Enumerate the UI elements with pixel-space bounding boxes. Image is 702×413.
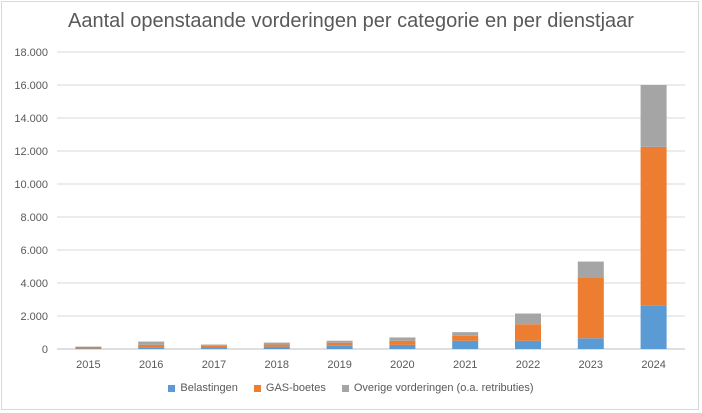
- bar-segment: [263, 344, 290, 347]
- y-tick-label: 2.000: [20, 311, 48, 323]
- legend-item: GAS-boetes: [253, 382, 326, 394]
- bar-segment: [577, 261, 604, 278]
- x-tick-label: 2019: [327, 359, 351, 371]
- bar-segment: [389, 344, 416, 349]
- x-tick-label: 2021: [453, 359, 477, 371]
- x-tick-label: 2024: [641, 359, 665, 371]
- bar-segment: [326, 340, 353, 343]
- legend-swatch: [253, 384, 261, 392]
- bar-segment: [389, 337, 416, 341]
- bar-segment: [640, 85, 667, 147]
- x-tick-label: 2018: [265, 359, 289, 371]
- bar-segment: [640, 305, 667, 349]
- x-tick-label: 2020: [390, 359, 414, 371]
- y-tick-label: 14.000: [14, 113, 48, 125]
- bar-segment: [452, 340, 479, 349]
- bar-segment: [515, 313, 541, 325]
- y-tick-label: 4.000: [20, 278, 48, 290]
- bar-segment: [263, 346, 290, 349]
- bar-segment: [515, 324, 541, 341]
- y-tick-label: 16.000: [14, 80, 48, 92]
- bar-segment: [263, 342, 290, 345]
- bar-segment: [515, 340, 541, 349]
- bar-segment: [75, 346, 102, 349]
- bar-segment: [452, 335, 479, 341]
- bar-segment: [138, 341, 165, 345]
- bar-segment: [577, 338, 604, 349]
- y-tick-label: 10.000: [14, 179, 48, 191]
- y-tick-label: 0: [42, 344, 48, 356]
- bar-segment: [201, 345, 227, 349]
- bar-segment: [326, 345, 353, 349]
- legend-item: Belastingen: [168, 382, 238, 394]
- chart-legend: Belastingen GAS-boetes Overige vorderingen…: [0, 382, 702, 394]
- bar-segment: [201, 344, 227, 346]
- legend-swatch: [341, 384, 349, 392]
- y-tick-label: 6.000: [20, 245, 48, 257]
- bar-segment: [326, 342, 353, 346]
- legend-label: Overige vorderingen (o.a. retributies): [353, 382, 534, 394]
- bar-segment: [640, 146, 667, 306]
- bar-segment: [389, 340, 416, 345]
- chart-title: Aantal openstaande vorderingen per categ…: [68, 10, 634, 32]
- x-tick-label: 2015: [76, 359, 100, 371]
- bar-segment: [138, 344, 165, 348]
- x-tick-label: 2023: [579, 359, 603, 371]
- legend-label: GAS-boetes: [265, 382, 326, 394]
- x-tick-label: 2022: [516, 359, 540, 371]
- bar-segment: [138, 347, 165, 349]
- y-tick-label: 12.000: [14, 146, 48, 158]
- x-tick-label: 2017: [202, 359, 226, 371]
- legend-swatch: [168, 384, 176, 392]
- legend-item: Overige vorderingen (o.a. retributies): [341, 382, 534, 394]
- bar-segment: [201, 348, 227, 349]
- y-tick-label: 8.000: [20, 212, 48, 224]
- bar-segment: [452, 332, 479, 336]
- legend-label: Belastingen: [180, 382, 238, 394]
- bar-segment: [577, 277, 604, 339]
- x-tick-label: 2016: [139, 359, 163, 371]
- y-tick-label: 18.000: [14, 47, 48, 59]
